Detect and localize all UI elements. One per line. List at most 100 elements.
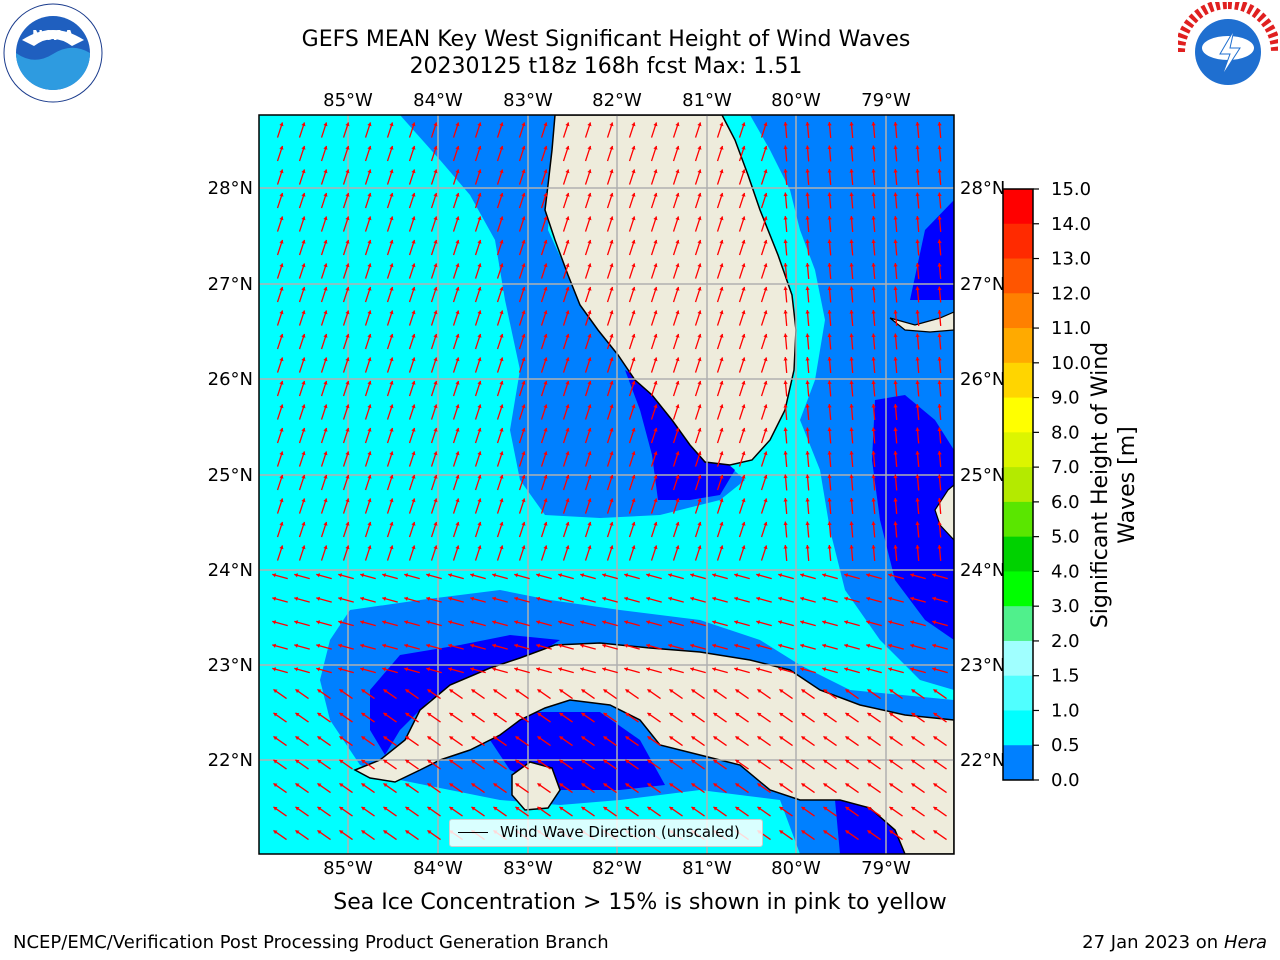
wind-arrow xyxy=(734,643,750,650)
wind-arrow xyxy=(540,286,548,303)
wind-arrow xyxy=(298,357,306,373)
wind-arrow xyxy=(518,404,526,420)
wind-arrow xyxy=(738,521,746,538)
wind-arrow xyxy=(272,667,288,674)
wind-arrow xyxy=(694,545,702,561)
wind-arrow xyxy=(849,403,854,421)
wind-arrow xyxy=(515,688,529,700)
wind-arrow xyxy=(624,643,640,650)
wind-arrow xyxy=(867,735,881,747)
wind-arrow xyxy=(496,169,504,185)
wind-arrow xyxy=(628,310,636,326)
wind-arrow xyxy=(694,357,702,373)
wind-arrow xyxy=(735,806,749,817)
colorbar-tick-label: 14.0 xyxy=(1051,214,1091,235)
wind-arrow xyxy=(805,309,810,327)
lat-label-right: 25°N xyxy=(960,465,1005,486)
wind-arrow xyxy=(915,403,920,421)
wind-arrow xyxy=(932,620,948,627)
wind-arrow xyxy=(408,145,416,162)
wind-arrow xyxy=(889,759,903,770)
wind-arrow xyxy=(581,806,595,817)
wind-arrow xyxy=(562,357,570,373)
wind-arrow xyxy=(383,782,397,794)
wind-arrow xyxy=(691,735,705,747)
lat-label-left: 22°N xyxy=(208,750,253,771)
wind-arrow xyxy=(581,688,595,700)
wind-arrow xyxy=(470,643,486,650)
wind-arrow xyxy=(427,829,441,841)
wind-arrow xyxy=(849,356,854,374)
wind-arrow xyxy=(937,427,942,444)
wind-arrow xyxy=(628,404,636,420)
wind-arrow xyxy=(871,145,876,162)
wind-arrow xyxy=(760,545,768,561)
wind-arrow xyxy=(849,145,854,162)
wind-arrow xyxy=(342,404,350,420)
wind-arrow xyxy=(298,380,306,397)
wind-arrow xyxy=(849,262,854,280)
wind-arrow xyxy=(760,404,768,420)
wind-arrow xyxy=(540,545,548,561)
wind-arrow xyxy=(827,121,832,139)
wind-arrow xyxy=(915,333,920,350)
wind-arrow xyxy=(889,806,903,817)
wind-arrow xyxy=(540,333,548,350)
wind-arrow xyxy=(273,712,287,723)
wind-arrow xyxy=(933,829,947,841)
lat-label-left: 23°N xyxy=(208,655,253,676)
wind-arrow xyxy=(493,712,507,723)
wind-arrow xyxy=(915,215,920,233)
wind-arrow xyxy=(628,216,636,232)
wind-arrow xyxy=(537,735,551,747)
wind-arrow xyxy=(584,545,592,561)
wind-arrow xyxy=(650,357,658,373)
wind-arrow xyxy=(716,498,724,514)
wind-arrow xyxy=(558,667,574,674)
wind-arrow xyxy=(276,404,284,420)
wind-arrow xyxy=(915,121,920,139)
wind-arrow xyxy=(562,169,570,185)
wind-arrow xyxy=(801,829,815,841)
wind-arrow xyxy=(691,806,705,817)
wind-arrow xyxy=(408,498,416,514)
wind-arrow xyxy=(474,427,482,444)
wind-arrow xyxy=(712,620,728,627)
wind-arrow xyxy=(342,545,350,561)
wind-arrow xyxy=(452,451,460,467)
wind-arrow xyxy=(320,357,328,373)
wind-arrow xyxy=(668,643,684,650)
wind-arrow xyxy=(757,782,771,794)
wind-arrow xyxy=(937,544,942,562)
credit-text: NCEP/EMC/Verification Post Processing Pr… xyxy=(13,932,609,953)
wind-arrow xyxy=(691,712,705,723)
wind-arrow xyxy=(430,122,438,138)
wind-arrow xyxy=(800,620,816,627)
wind-arrow xyxy=(672,216,680,232)
wind-arrow xyxy=(562,310,570,326)
wind-arrow xyxy=(386,357,394,373)
wind-arrow xyxy=(672,427,680,444)
wind-arrow xyxy=(470,620,486,627)
wind-arrow xyxy=(712,643,728,650)
wind-arrow xyxy=(474,216,482,232)
wind-arrow xyxy=(317,759,331,770)
wind-arrow xyxy=(430,498,438,514)
wind-arrow xyxy=(518,216,526,232)
wind-arrow xyxy=(827,474,832,491)
wind-arrow xyxy=(584,239,592,256)
wind-arrow xyxy=(492,620,508,627)
wind-arrow xyxy=(694,498,702,514)
wind-arrow xyxy=(606,474,614,491)
wind-arrow xyxy=(496,333,504,350)
wind-arrow xyxy=(735,782,749,794)
wind-arrow xyxy=(650,263,658,279)
wind-arrow xyxy=(298,239,306,256)
wind-arrow xyxy=(624,596,640,603)
wind-arrow xyxy=(911,829,925,841)
wind-arrow xyxy=(694,169,702,185)
wind-arrow xyxy=(603,735,617,747)
wind-arrow xyxy=(650,192,658,209)
wind-arrow xyxy=(452,310,460,326)
wind-arrow xyxy=(624,667,640,674)
